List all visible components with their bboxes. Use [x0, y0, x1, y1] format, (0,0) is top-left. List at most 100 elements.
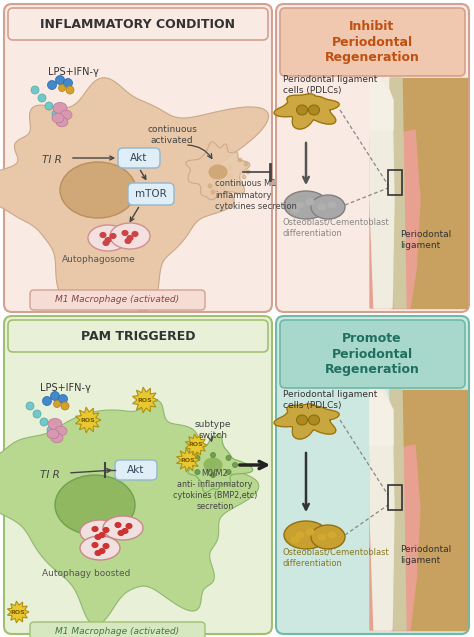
Ellipse shape — [51, 392, 60, 401]
Ellipse shape — [56, 117, 68, 127]
Polygon shape — [370, 78, 394, 308]
Bar — [388, 485, 402, 510]
Ellipse shape — [126, 524, 132, 529]
Ellipse shape — [47, 426, 55, 434]
FancyBboxPatch shape — [276, 316, 469, 634]
FancyBboxPatch shape — [30, 622, 205, 637]
Ellipse shape — [246, 170, 250, 174]
Ellipse shape — [60, 162, 136, 218]
Ellipse shape — [103, 527, 109, 533]
FancyBboxPatch shape — [280, 320, 465, 388]
Ellipse shape — [122, 231, 128, 236]
Ellipse shape — [80, 520, 120, 544]
Ellipse shape — [100, 233, 106, 238]
Ellipse shape — [103, 241, 109, 245]
Text: M0/M2
anti- inflammatory
cytokines (BMP2,etc)
secretion: M0/M2 anti- inflammatory cytokines (BMP2… — [173, 469, 257, 511]
Ellipse shape — [54, 401, 61, 408]
FancyBboxPatch shape — [115, 460, 157, 480]
Ellipse shape — [40, 418, 48, 426]
Polygon shape — [133, 387, 158, 413]
Text: PAM TRIGGERED: PAM TRIGGERED — [81, 329, 195, 343]
Ellipse shape — [55, 426, 67, 436]
Polygon shape — [185, 434, 207, 456]
Ellipse shape — [284, 191, 328, 219]
Ellipse shape — [47, 80, 56, 90]
Ellipse shape — [306, 199, 314, 205]
Ellipse shape — [238, 158, 242, 162]
Ellipse shape — [309, 105, 319, 115]
Ellipse shape — [226, 455, 231, 461]
Ellipse shape — [99, 548, 105, 554]
Ellipse shape — [189, 462, 193, 468]
Ellipse shape — [208, 184, 212, 188]
Ellipse shape — [242, 175, 246, 179]
Polygon shape — [8, 601, 29, 623]
Ellipse shape — [45, 102, 53, 110]
Polygon shape — [274, 404, 339, 439]
Bar — [388, 170, 402, 195]
Ellipse shape — [127, 236, 133, 241]
Ellipse shape — [60, 110, 72, 120]
Ellipse shape — [203, 165, 209, 170]
Ellipse shape — [103, 543, 109, 548]
Ellipse shape — [204, 458, 222, 472]
Ellipse shape — [26, 402, 34, 410]
Text: Periodontal
ligament: Periodontal ligament — [400, 230, 451, 250]
Ellipse shape — [226, 469, 231, 475]
Ellipse shape — [284, 521, 328, 549]
FancyBboxPatch shape — [128, 183, 174, 205]
Text: Promote
Periodontal
Regeneration: Promote Periodontal Regeneration — [325, 331, 419, 376]
Ellipse shape — [244, 162, 248, 166]
Ellipse shape — [203, 174, 209, 179]
Ellipse shape — [95, 534, 101, 540]
Ellipse shape — [38, 94, 46, 102]
Text: M1 Macrophage (activated): M1 Macrophage (activated) — [55, 627, 179, 636]
Ellipse shape — [110, 234, 116, 238]
Ellipse shape — [52, 113, 64, 123]
Ellipse shape — [95, 550, 101, 555]
Ellipse shape — [309, 415, 319, 425]
Text: Periodontal
ligament: Periodontal ligament — [400, 545, 451, 565]
Text: LPS+IFN-γ: LPS+IFN-γ — [40, 383, 91, 393]
Polygon shape — [0, 401, 259, 625]
Text: ROS: ROS — [189, 443, 203, 448]
FancyBboxPatch shape — [30, 290, 205, 310]
Ellipse shape — [61, 402, 69, 410]
Polygon shape — [0, 78, 269, 311]
Ellipse shape — [210, 452, 216, 457]
Polygon shape — [370, 390, 394, 630]
Ellipse shape — [311, 195, 345, 219]
Text: INFLAMMATORY CONDITION: INFLAMMATORY CONDITION — [40, 17, 236, 31]
Ellipse shape — [125, 238, 131, 243]
Ellipse shape — [48, 419, 62, 429]
Ellipse shape — [64, 78, 73, 87]
Ellipse shape — [92, 527, 98, 531]
Ellipse shape — [239, 169, 245, 175]
Ellipse shape — [297, 105, 308, 115]
Ellipse shape — [318, 204, 326, 210]
Ellipse shape — [195, 469, 200, 475]
Ellipse shape — [233, 462, 237, 468]
Text: TI R: TI R — [40, 470, 60, 480]
Ellipse shape — [33, 410, 41, 418]
Text: LPS+IFN-γ: LPS+IFN-γ — [48, 67, 99, 77]
Ellipse shape — [306, 529, 314, 535]
Ellipse shape — [209, 165, 227, 179]
FancyBboxPatch shape — [280, 8, 465, 76]
Text: Osteoblast/Cementoblast
differentiation: Osteoblast/Cementoblast differentiation — [283, 548, 390, 568]
Ellipse shape — [191, 169, 197, 175]
Ellipse shape — [43, 396, 52, 406]
Text: M1 Macrophage (activated): M1 Macrophage (activated) — [55, 296, 179, 304]
Text: ROS: ROS — [10, 610, 26, 615]
Polygon shape — [370, 78, 393, 130]
FancyBboxPatch shape — [8, 320, 268, 352]
Polygon shape — [274, 94, 339, 129]
Text: Inhibit
Periodontal
Regeneration: Inhibit Periodontal Regeneration — [325, 20, 419, 64]
Ellipse shape — [99, 533, 105, 538]
Polygon shape — [370, 445, 420, 630]
Text: ROS: ROS — [81, 417, 95, 422]
Text: ROS: ROS — [181, 457, 195, 462]
Ellipse shape — [291, 537, 299, 543]
FancyBboxPatch shape — [276, 4, 469, 312]
Ellipse shape — [291, 207, 299, 213]
